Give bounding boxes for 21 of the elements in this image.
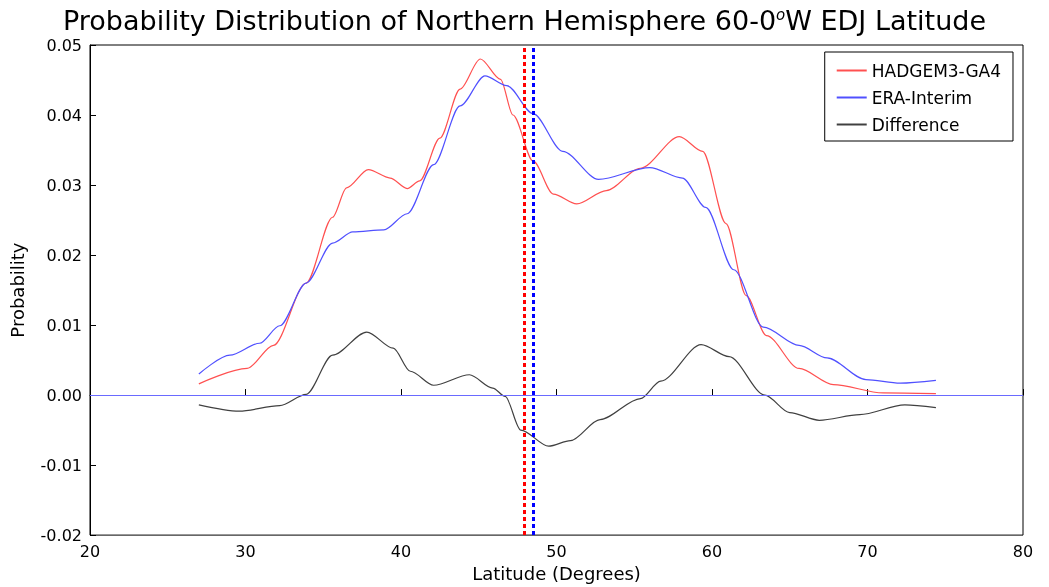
x-tick-label: 70 xyxy=(857,541,878,561)
x-tick-label: 80 xyxy=(1012,541,1034,561)
legend-label: ERA-Interim xyxy=(871,87,973,108)
x-axis-title: Latitude (Degrees) xyxy=(472,562,641,584)
y-tick-label: 0.02 xyxy=(46,245,82,265)
y-tick-label: 0.01 xyxy=(46,315,82,335)
y-axis-title: Probability xyxy=(6,242,28,338)
x-tick-label: 50 xyxy=(546,541,567,561)
y-tick-label: 0.05 xyxy=(46,35,82,55)
y-tick-label: 0.04 xyxy=(46,105,82,125)
y-tick-label: -0.02 xyxy=(40,525,82,545)
legend-label: Difference xyxy=(871,114,960,135)
x-tick-label: 60 xyxy=(701,541,723,561)
x-tick-label: 40 xyxy=(390,541,412,561)
x-tick-label: 20 xyxy=(79,541,101,561)
legend-label: HADGEM3-GA4 xyxy=(871,60,1001,81)
x-tick-label: 30 xyxy=(235,541,256,561)
y-tick-label: 0.00 xyxy=(46,385,82,405)
y-tick-label: 0.03 xyxy=(46,175,82,195)
y-tick-label: -0.01 xyxy=(40,455,82,475)
line-series xyxy=(198,331,937,447)
